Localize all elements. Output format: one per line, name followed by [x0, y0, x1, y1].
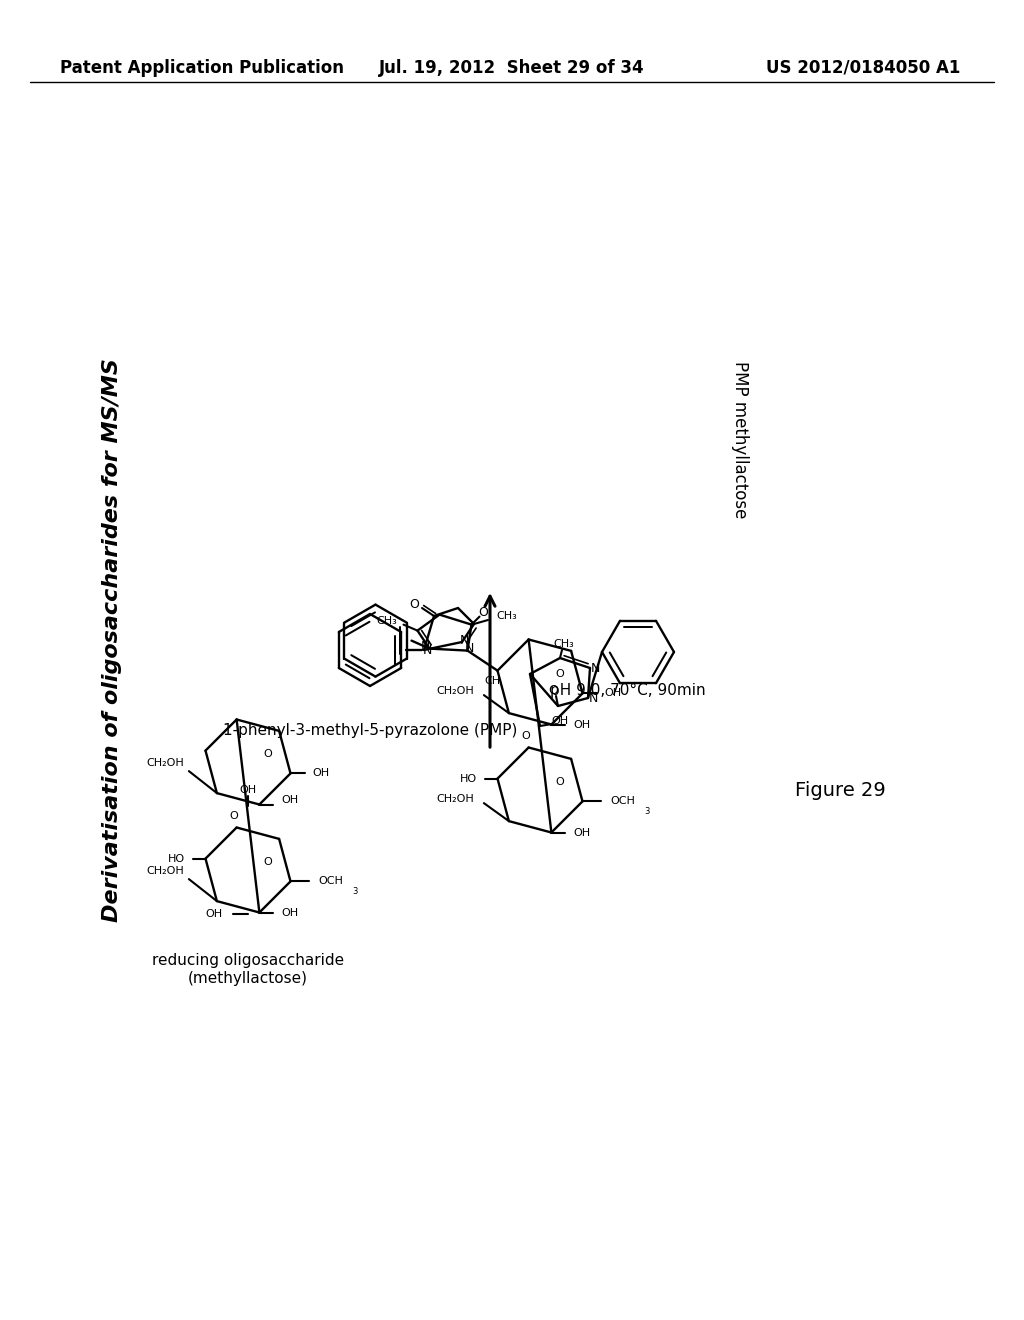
Text: US 2012/0184050 A1: US 2012/0184050 A1 — [766, 59, 961, 77]
Text: OH: OH — [573, 828, 591, 837]
Text: OH: OH — [240, 785, 257, 795]
Text: N: N — [590, 661, 600, 675]
Text: Derivatisation of oligosaccharides for MS/MS: Derivatisation of oligosaccharides for M… — [102, 358, 122, 921]
Text: 3: 3 — [352, 887, 357, 896]
Text: N: N — [589, 692, 598, 705]
Text: O: O — [263, 857, 272, 867]
Text: CH₃: CH₃ — [496, 611, 517, 620]
Text: O: O — [229, 810, 239, 821]
Text: HO: HO — [168, 854, 185, 863]
Text: Figure 29: Figure 29 — [795, 780, 886, 800]
Text: pH 9.0, 70°C, 90min: pH 9.0, 70°C, 90min — [550, 682, 706, 697]
Text: O: O — [263, 748, 272, 759]
Text: O: O — [409, 598, 419, 610]
Text: O: O — [478, 606, 488, 619]
Text: CH₂OH: CH₂OH — [146, 866, 184, 876]
Text: CH₂OH: CH₂OH — [146, 758, 184, 768]
Text: O: O — [548, 684, 558, 697]
Text: OH: OH — [552, 715, 568, 726]
Text: Patent Application Publication: Patent Application Publication — [60, 59, 344, 77]
Text: O: O — [556, 669, 564, 678]
Text: PMP methyllactose: PMP methyllactose — [731, 362, 749, 519]
Text: reducing oligosaccharide: reducing oligosaccharide — [152, 953, 344, 968]
Text: OH: OH — [604, 689, 622, 698]
Text: OH: OH — [282, 908, 299, 917]
Text: O: O — [521, 731, 530, 741]
Text: OH: OH — [312, 768, 330, 779]
Text: N: N — [422, 644, 432, 656]
Text: HO: HO — [461, 774, 477, 784]
Text: OH: OH — [282, 795, 299, 804]
Text: OCH: OCH — [318, 876, 343, 887]
Text: CH₃: CH₃ — [377, 615, 397, 626]
Text: N: N — [465, 642, 474, 655]
Text: CH₃: CH₃ — [554, 639, 574, 649]
Text: (methyllactose): (methyllactose) — [188, 970, 308, 986]
Text: O: O — [556, 777, 564, 787]
Text: CH₂OH: CH₂OH — [436, 686, 474, 696]
Text: N: N — [421, 640, 430, 653]
Text: 3: 3 — [644, 808, 650, 816]
Text: OH: OH — [206, 909, 223, 919]
Text: 1-phenyl-3-methyl-5-pyrazolone (PMP): 1-phenyl-3-methyl-5-pyrazolone (PMP) — [223, 722, 517, 738]
Text: Jul. 19, 2012  Sheet 29 of 34: Jul. 19, 2012 Sheet 29 of 34 — [379, 59, 645, 77]
Text: OCH: OCH — [610, 796, 635, 807]
Text: OH: OH — [573, 719, 591, 730]
Text: N: N — [460, 634, 469, 647]
Text: CH: CH — [484, 676, 501, 685]
Text: CH₂OH: CH₂OH — [436, 795, 474, 804]
